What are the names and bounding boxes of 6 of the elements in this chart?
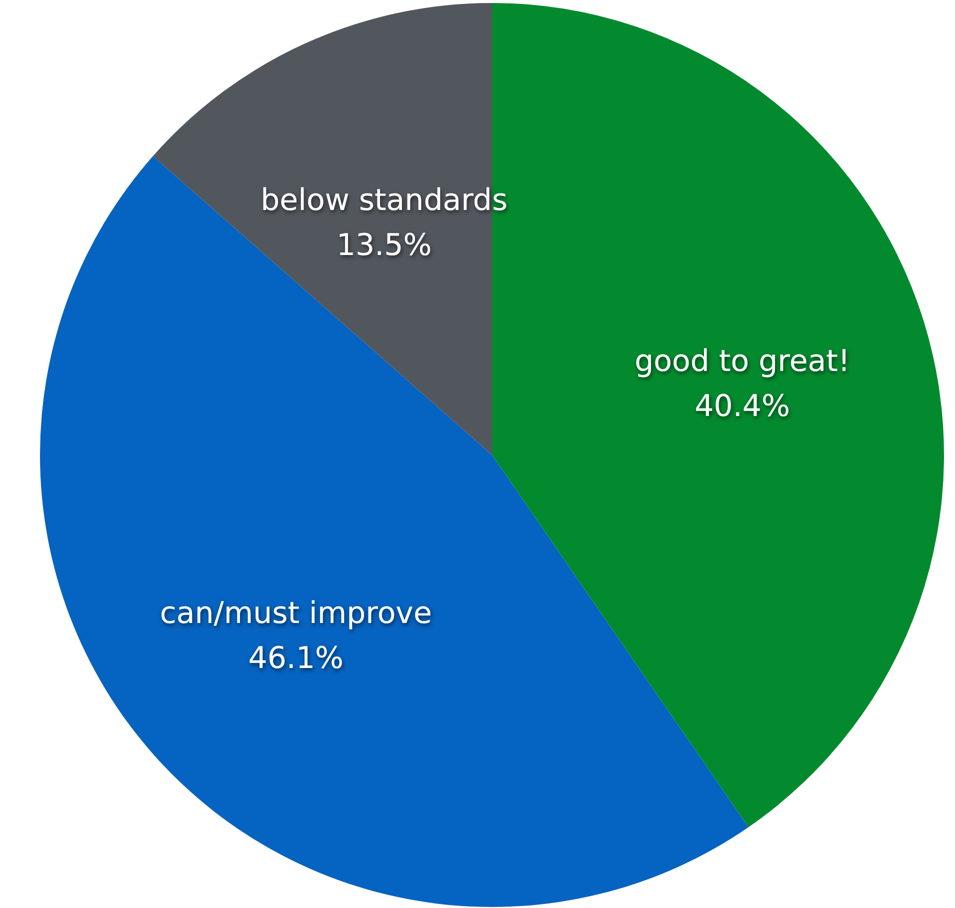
slice-label: can/must improve: [160, 596, 432, 631]
data-label: 46.1%: [248, 640, 344, 676]
data-label: 40.4%: [694, 389, 790, 424]
data-label: 13.5%: [336, 228, 432, 264]
slice-label: good to great!: [634, 344, 850, 380]
slice-label: below standards: [260, 183, 508, 218]
